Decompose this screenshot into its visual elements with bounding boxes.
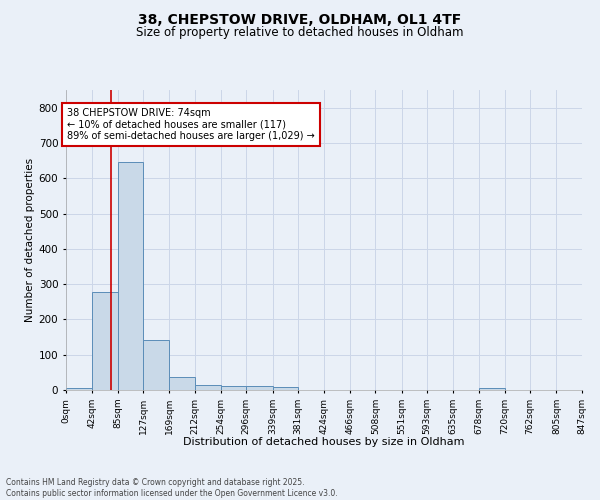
Bar: [479, 388, 505, 390]
Bar: [92, 292, 118, 390]
Bar: [169, 378, 195, 390]
X-axis label: Distribution of detached houses by size in Oldham: Distribution of detached houses by size …: [183, 437, 465, 447]
Bar: [66, 388, 92, 390]
Y-axis label: Number of detached properties: Number of detached properties: [25, 158, 35, 322]
Bar: [272, 387, 298, 390]
Bar: [247, 386, 272, 390]
Bar: [118, 162, 143, 390]
Text: 38, CHEPSTOW DRIVE, OLDHAM, OL1 4TF: 38, CHEPSTOW DRIVE, OLDHAM, OL1 4TF: [139, 12, 461, 26]
Text: Size of property relative to detached houses in Oldham: Size of property relative to detached ho…: [136, 26, 464, 39]
Bar: [221, 386, 247, 390]
Text: Contains HM Land Registry data © Crown copyright and database right 2025.
Contai: Contains HM Land Registry data © Crown c…: [6, 478, 338, 498]
Bar: [143, 340, 169, 390]
Bar: [195, 384, 221, 390]
Text: 38 CHEPSTOW DRIVE: 74sqm
← 10% of detached houses are smaller (117)
89% of semi-: 38 CHEPSTOW DRIVE: 74sqm ← 10% of detach…: [67, 108, 315, 141]
